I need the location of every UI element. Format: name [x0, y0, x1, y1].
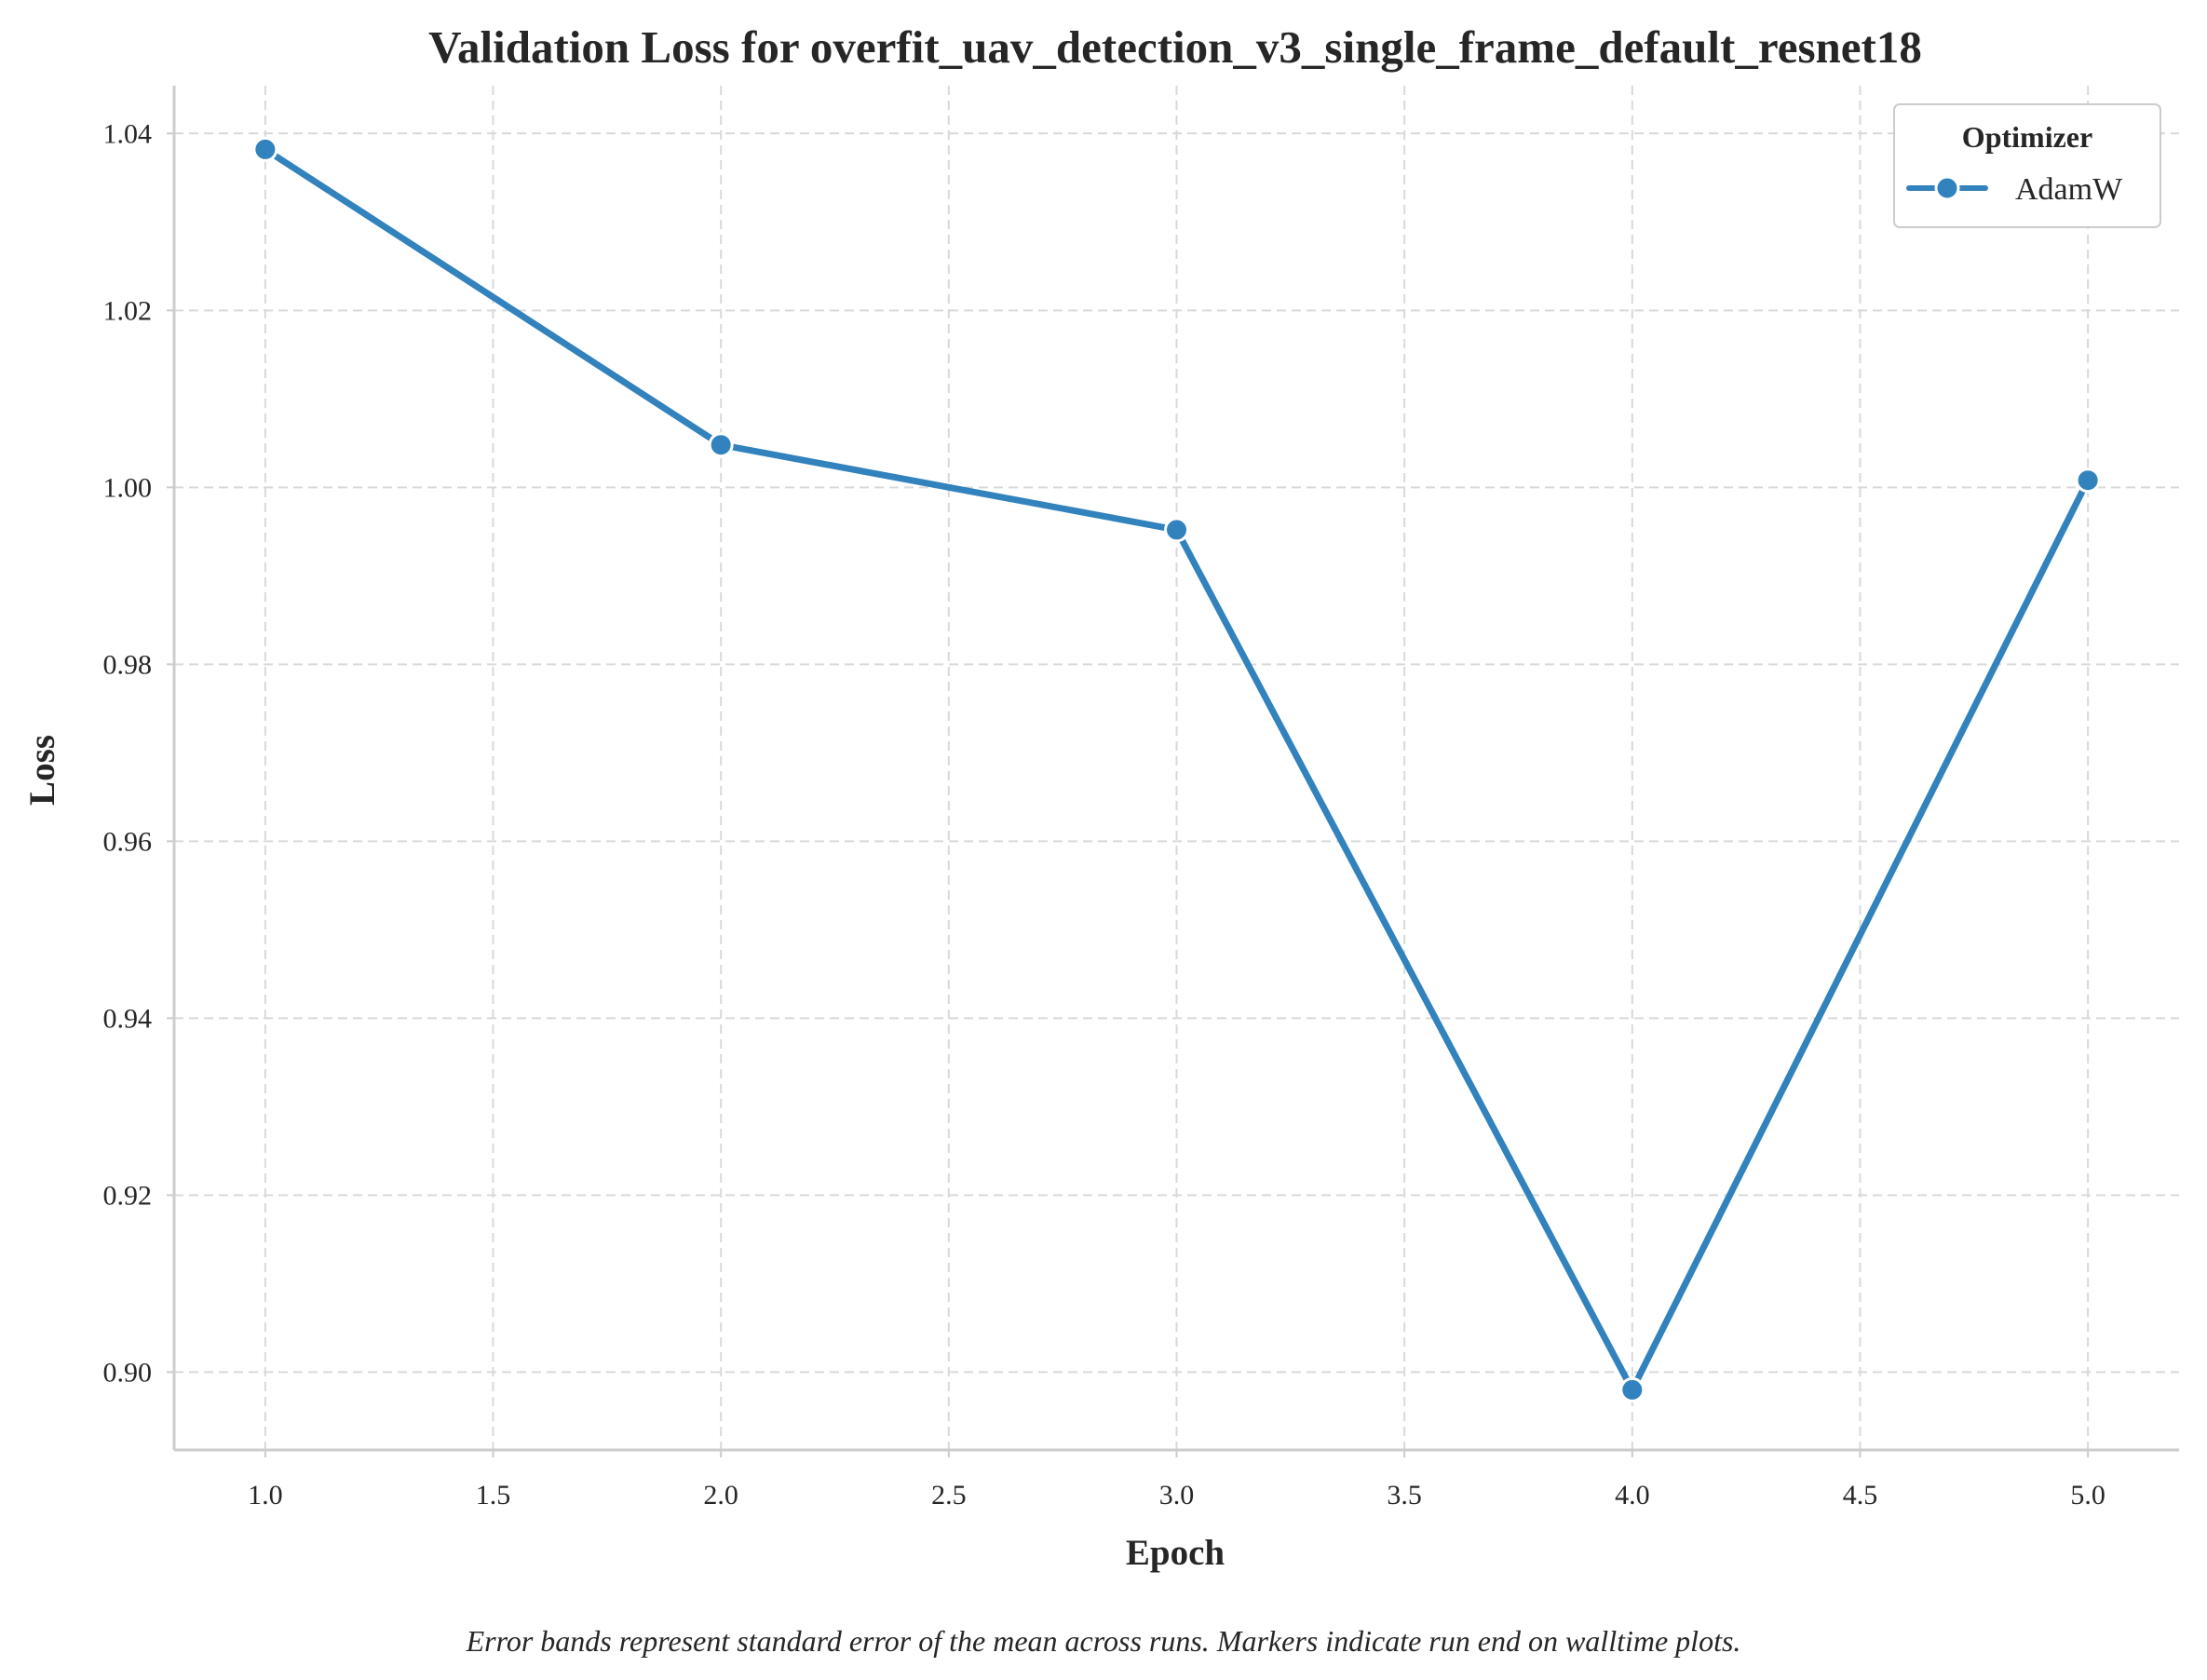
chart-title: Validation Loss for overfit_uav_detectio…: [428, 21, 1922, 73]
y-tick-label: 1.04: [103, 118, 153, 149]
data-point-adamw: [1619, 1376, 1645, 1402]
legend-marker-swatch: [1934, 175, 1960, 201]
x-tick-label: 3.0: [1159, 1480, 1195, 1511]
x-tick-label: 3.5: [1387, 1480, 1422, 1511]
data-point-adamw: [708, 432, 734, 458]
y-axis-label: Loss: [22, 735, 62, 806]
data-point-adamw: [2075, 467, 2101, 494]
data-point-adamw: [252, 136, 278, 162]
y-axis-ticks: 0.90 0.92 0.94 0.96 0.98 1.00 1.02 1.04: [103, 118, 174, 1388]
legend-label-adamw: AdamW: [2015, 172, 2123, 207]
y-tick-label: 0.90: [103, 1357, 153, 1388]
x-axis-ticks: 1.0 1.5 2.0 2.5 3.0 3.5 4.0 4.5 5.0: [248, 1450, 2105, 1511]
legend-title: Optimizer: [1962, 120, 2092, 154]
legend: Optimizer AdamW: [1893, 103, 2161, 228]
x-tick-label: 1.5: [476, 1480, 511, 1511]
x-tick-label: 5.0: [2070, 1480, 2105, 1511]
axis-spines: [172, 86, 2179, 1452]
x-tick-label: 1.0: [248, 1480, 283, 1511]
y-tick-label: 1.02: [103, 295, 153, 326]
series-layer: [252, 136, 2101, 1402]
chart-caption: Error bands represent standard error of …: [466, 1624, 1741, 1658]
x-axis-label: Epoch: [1126, 1533, 1225, 1573]
x-tick-label: 4.0: [1615, 1480, 1650, 1511]
x-tick-label: 4.5: [1843, 1480, 1878, 1511]
y-tick-label: 0.96: [103, 826, 153, 857]
legend-box: [1893, 103, 2161, 228]
y-tick-label: 1.00: [103, 472, 153, 503]
x-tick-label: 2.0: [703, 1480, 738, 1511]
y-tick-label: 0.94: [103, 1003, 153, 1034]
data-point-adamw: [1164, 517, 1189, 543]
grid-lines: [174, 86, 2179, 1450]
y-tick-label: 0.98: [103, 649, 153, 680]
y-tick-label: 0.92: [103, 1180, 153, 1211]
x-tick-label: 2.5: [931, 1480, 967, 1511]
